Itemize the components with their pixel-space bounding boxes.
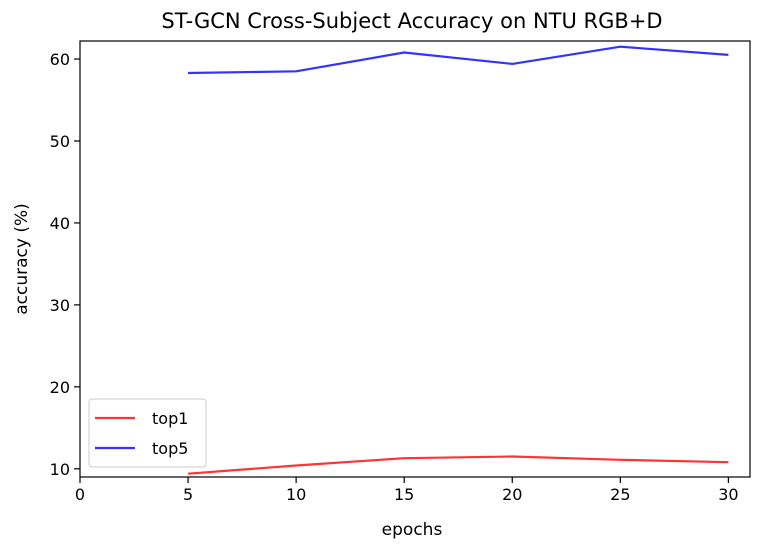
legend-box [88, 398, 207, 468]
y-tick-label: 40 [50, 214, 70, 233]
x-axis-label: epochs [382, 520, 443, 540]
x-tick-label: 10 [286, 485, 306, 504]
y-tick-label: 30 [50, 296, 70, 315]
legend-label-top1: top1 [152, 409, 188, 428]
y-axis-label: accuracy (%) [12, 203, 32, 315]
chart-title: ST-GCN Cross-Subject Accuracy on NTU RGB… [161, 9, 662, 33]
x-tick-label: 25 [610, 485, 630, 504]
x-tick-label: 5 [183, 485, 193, 504]
y-tick-label: 10 [50, 460, 70, 479]
x-tick-label: 0 [75, 485, 85, 504]
series-layer [188, 45, 729, 475]
series-line-top5 [188, 45, 729, 75]
x-tick-label: 15 [394, 485, 414, 504]
y-axis: 10 20 30 40 50 60 [50, 50, 80, 479]
plot-frame [79, 40, 751, 478]
y-tick-label: 60 [50, 50, 70, 69]
plot-area [79, 40, 751, 478]
series-line-top1 [188, 455, 729, 475]
legend: top1 top5 [88, 398, 207, 468]
y-tick-label: 20 [50, 378, 70, 397]
x-tick-label: 20 [502, 485, 522, 504]
legend-label-top5: top5 [152, 439, 188, 458]
x-tick-label: 30 [718, 485, 738, 504]
x-axis: 0 5 10 15 20 25 30 [75, 477, 739, 504]
y-tick-label: 50 [50, 132, 70, 151]
